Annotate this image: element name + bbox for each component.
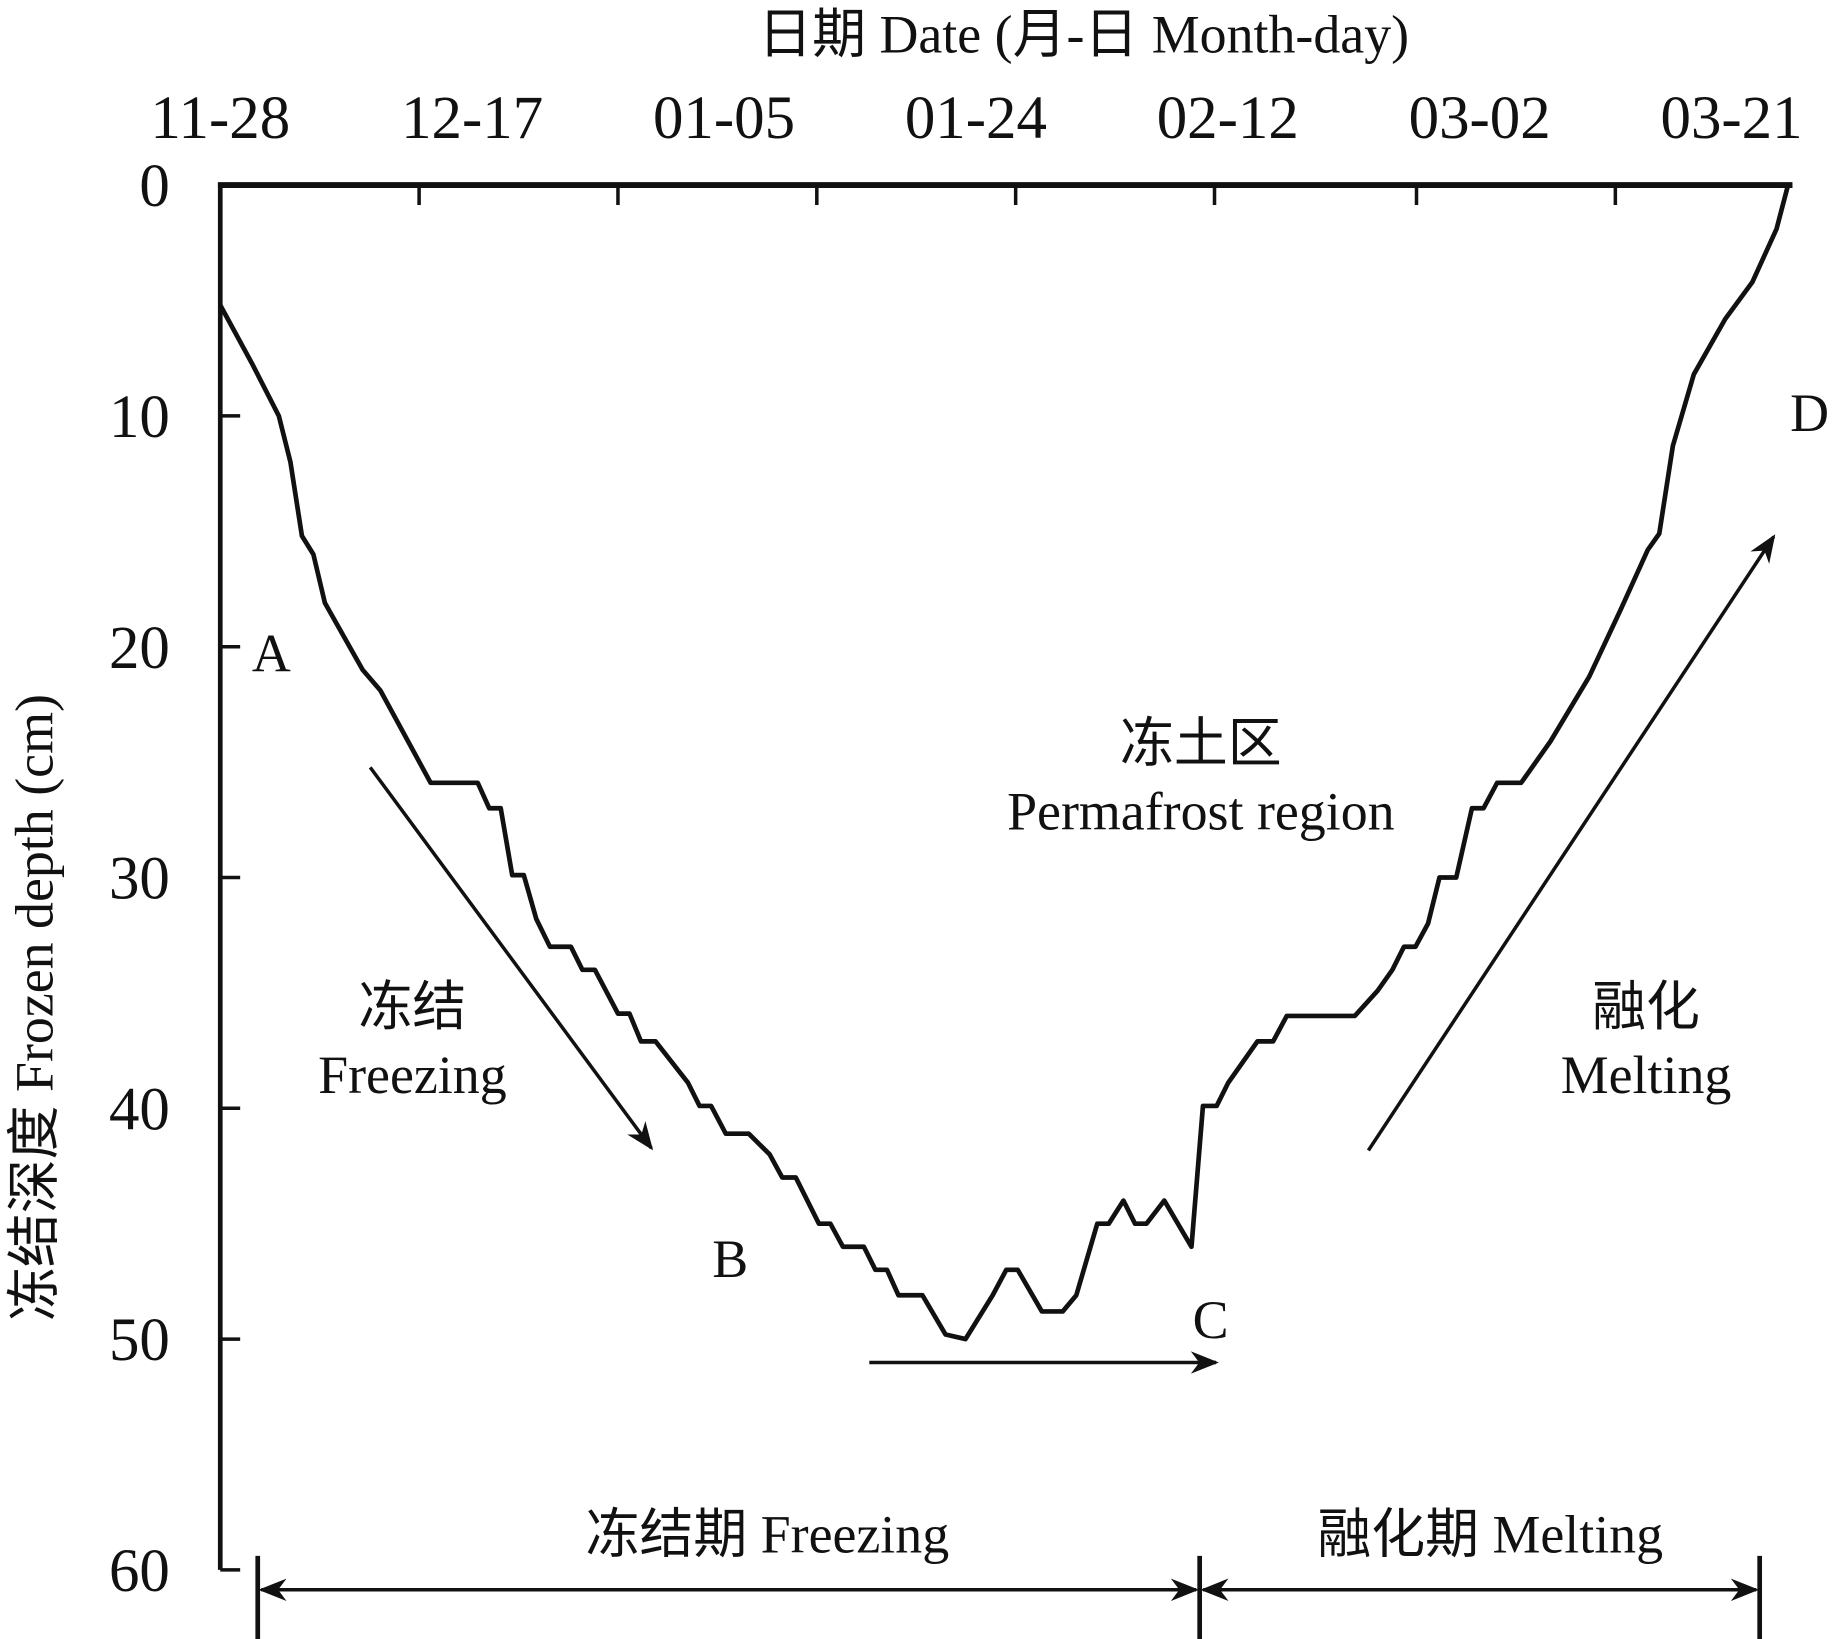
freezing-cn: 冻结 (359, 977, 467, 1037)
x-tick-label: 03-21 (1661, 85, 1803, 152)
label-a: A (252, 623, 291, 683)
y-tick-label: 10 (109, 384, 170, 451)
y-axis-title: 冻结深度 Frozen depth (cm) (5, 694, 65, 1321)
region-cn: 冻土区 (1120, 714, 1282, 774)
period-freezing: 冻结期 Freezing (586, 1504, 950, 1564)
label-c: C (1193, 1290, 1229, 1350)
x-tick-label: 03-02 (1409, 85, 1551, 152)
label-b: B (712, 1229, 748, 1289)
label-d: D (1790, 383, 1829, 443)
melting-cn: 融化 (1592, 977, 1700, 1037)
y-tick-label: 50 (109, 1307, 170, 1374)
x-tick-label: 11-28 (150, 85, 290, 152)
x-tick-label: 02-12 (1157, 85, 1299, 152)
x-axis-title: 日期 Date (月-日 Month-day) (758, 5, 1409, 65)
period-melting: 融化期 Melting (1317, 1504, 1663, 1564)
x-tick-label: 01-24 (905, 85, 1047, 152)
freezing-en: Freezing (318, 1045, 506, 1105)
y-tick-label: 20 (109, 615, 170, 682)
x-tick-label: 01-05 (653, 85, 795, 152)
melting-en: Melting (1561, 1045, 1732, 1105)
x-tick-label: 12-17 (401, 85, 543, 152)
y-tick-label: 30 (109, 846, 170, 913)
y-tick-label: 60 (109, 1538, 170, 1605)
melting-arrow (1366, 534, 1776, 1152)
freezing-arrow (368, 766, 654, 1151)
y-tick-label: 0 (139, 153, 169, 220)
region-en: Permafrost region (1007, 781, 1395, 841)
y-tick-label: 40 (109, 1076, 170, 1143)
frozen-depth-line (218, 184, 1791, 1342)
